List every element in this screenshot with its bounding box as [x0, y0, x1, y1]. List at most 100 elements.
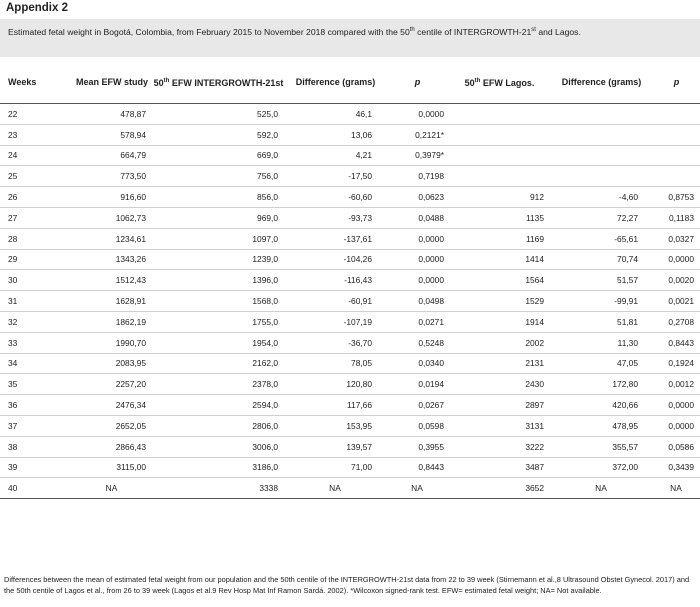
- cell-p-intergrowth: 0,7198: [386, 165, 448, 188]
- cell-weeks: 40: [0, 477, 71, 500]
- cell-p-intergrowth: 0,0267: [386, 394, 448, 416]
- cell-mean-efw-study: 2257,20: [71, 373, 152, 396]
- cell-difference-intergrowth: 117,66: [284, 394, 386, 416]
- cell-weeks: 38: [0, 436, 71, 458]
- table-row: 25 773,50 756,0 -17,50 0,7198: [0, 165, 700, 188]
- cell-p-lagos: 0,1183: [652, 207, 700, 229]
- cell-efw-lagos: 3222: [448, 436, 550, 458]
- cell-efw-intergrowth: 2806,0: [152, 415, 284, 437]
- table-body: 22 478,87 525,0 46,1 0,0000 23 578,94 592,0 13,0…: [0, 103, 700, 500]
- cell-efw-lagos: 2430: [448, 373, 550, 396]
- cell-weeks: 28: [0, 228, 71, 250]
- cell-efw-lagos: 1564: [448, 269, 550, 292]
- caption-text-mid: centile of INTERGROWTH-21: [414, 26, 532, 37]
- cell-difference-intergrowth: -17,50: [284, 165, 386, 188]
- table-row: 22 478,87 525,0 46,1 0,0000: [0, 103, 700, 125]
- table-row: 28 1234,61 1097,0 -137,61 0,0000 1169 -65,61 0,…: [0, 228, 700, 250]
- header-difference-intergrowth: Difference (grams): [284, 61, 386, 104]
- header-text: Difference (grams): [295, 77, 376, 87]
- cell-p-intergrowth: 0,5248: [386, 332, 448, 354]
- cell-p-lagos: 0,3439: [652, 457, 700, 479]
- cell-p-lagos: 0,0020: [652, 269, 700, 292]
- table-row: 39 3115,00 3186,0 71,00 0,8443 3487 372,00 0,34…: [0, 457, 700, 479]
- cell-efw-intergrowth: 3338: [152, 477, 284, 500]
- header-efw-lagos: 50th EFW Lagos.: [448, 61, 550, 104]
- table-row: 38 2866,43 3006,0 139,57 0,3955 3222 355,57 0,0…: [0, 436, 700, 458]
- header-text: 50: [464, 78, 475, 88]
- cell-difference-lagos: 51,81: [550, 311, 652, 333]
- cell-p-intergrowth: 0,0271: [386, 311, 448, 333]
- header-text: p: [673, 77, 680, 87]
- cell-weeks: 22: [0, 103, 71, 125]
- cell-difference-intergrowth: 13,06: [284, 124, 386, 146]
- header-text: 50: [153, 78, 164, 88]
- cell-p-lagos: 0,0012: [652, 373, 700, 396]
- header-weeks: Weeks: [0, 61, 71, 104]
- cell-difference-intergrowth: 4,21: [284, 145, 386, 167]
- cell-efw-intergrowth: 3006,0: [152, 436, 284, 458]
- cell-weeks: 37: [0, 415, 71, 437]
- cell-difference-lagos: 51,57: [550, 269, 652, 292]
- cell-weeks: 26: [0, 186, 71, 208]
- cell-efw-intergrowth: 969,0: [152, 207, 284, 229]
- cell-p-lagos: [652, 103, 700, 125]
- cell-mean-efw-study: 916,60: [71, 186, 152, 208]
- cell-efw-intergrowth: 1755,0: [152, 311, 284, 333]
- table-header-row: Weeks Mean EFW study 50th EFW INTERGROWTH-…: [0, 61, 700, 104]
- cell-efw-lagos: 912: [448, 186, 550, 208]
- appendix-title: Appendix 2: [6, 2, 68, 14]
- header-difference-lagos: Difference (grams): [550, 61, 652, 104]
- cell-difference-lagos: 70,74: [550, 249, 652, 271]
- cell-p-intergrowth: 0,2121*: [386, 124, 448, 146]
- cell-p-intergrowth: 0,0000: [386, 103, 448, 125]
- table-row: 29 1343,26 1239,0 -104,26 0,0000 1414 70,74 0,0…: [0, 249, 700, 271]
- header-efw-intergrowth: 50th EFW INTERGROWTH-21st: [152, 61, 284, 104]
- cell-weeks: 29: [0, 249, 71, 271]
- cell-mean-efw-study: 1512,43: [71, 269, 152, 292]
- cell-mean-efw-study: 1628,91: [71, 290, 152, 312]
- cell-efw-lagos: 1135: [448, 207, 550, 229]
- cell-p-lagos: 0,0000: [652, 394, 700, 416]
- cell-weeks: 31: [0, 290, 71, 312]
- cell-difference-intergrowth: -60,60: [284, 186, 386, 208]
- cell-p-intergrowth: 0,0598: [386, 415, 448, 437]
- table-row: 35 2257,20 2378,0 120,80 0,0194 2430 172,80 0,0…: [0, 373, 700, 396]
- cell-efw-lagos: 1914: [448, 311, 550, 333]
- cell-mean-efw-study: 664,79: [71, 145, 152, 167]
- cell-efw-lagos: 2897: [448, 394, 550, 416]
- cell-difference-intergrowth: 78,05: [284, 353, 386, 375]
- cell-mean-efw-study: NA: [71, 477, 152, 500]
- cell-difference-lagos: 172,80: [550, 373, 652, 396]
- cell-difference-lagos: 72,27: [550, 207, 652, 229]
- cell-efw-intergrowth: 1568,0: [152, 290, 284, 312]
- cell-p-intergrowth: 0,0000: [386, 228, 448, 250]
- cell-p-intergrowth: 0,0194: [386, 373, 448, 396]
- cell-p-intergrowth: 0,8443: [386, 457, 448, 479]
- cell-difference-lagos: 11,30: [550, 332, 652, 354]
- table-row: 31 1628,91 1568,0 -60,91 0,0498 1529 -99,91 0,0…: [0, 290, 700, 312]
- cell-weeks: 35: [0, 373, 71, 396]
- cell-efw-intergrowth: 3186,0: [152, 457, 284, 479]
- cell-p-lagos: [652, 165, 700, 188]
- header-text: Weeks: [8, 77, 37, 87]
- cell-weeks: 39: [0, 457, 71, 479]
- cell-difference-lagos: 355,57: [550, 436, 652, 458]
- cell-difference-lagos: [550, 145, 652, 167]
- cell-mean-efw-study: 1862,19: [71, 311, 152, 333]
- cell-efw-lagos: 2002: [448, 332, 550, 354]
- cell-weeks: 36: [0, 394, 71, 416]
- cell-weeks: 30: [0, 269, 71, 292]
- cell-efw-lagos: 3487: [448, 457, 550, 479]
- table-row: 40 NA 3338 NA NA 3652 NA NA: [0, 477, 700, 500]
- cell-mean-efw-study: 2866,43: [71, 436, 152, 458]
- cell-weeks: 33: [0, 332, 71, 354]
- header-mean-efw-study: Mean EFW study: [71, 61, 152, 104]
- header-superscript: th: [163, 78, 170, 84]
- cell-p-lagos: 0,8753: [652, 186, 700, 208]
- cell-efw-lagos: 1414: [448, 249, 550, 271]
- cell-difference-intergrowth: NA: [284, 477, 386, 500]
- cell-efw-lagos: 1529: [448, 290, 550, 312]
- cell-p-lagos: 0,2708: [652, 311, 700, 333]
- cell-efw-lagos: 3652: [448, 477, 550, 500]
- cell-difference-lagos: 420,66: [550, 394, 652, 416]
